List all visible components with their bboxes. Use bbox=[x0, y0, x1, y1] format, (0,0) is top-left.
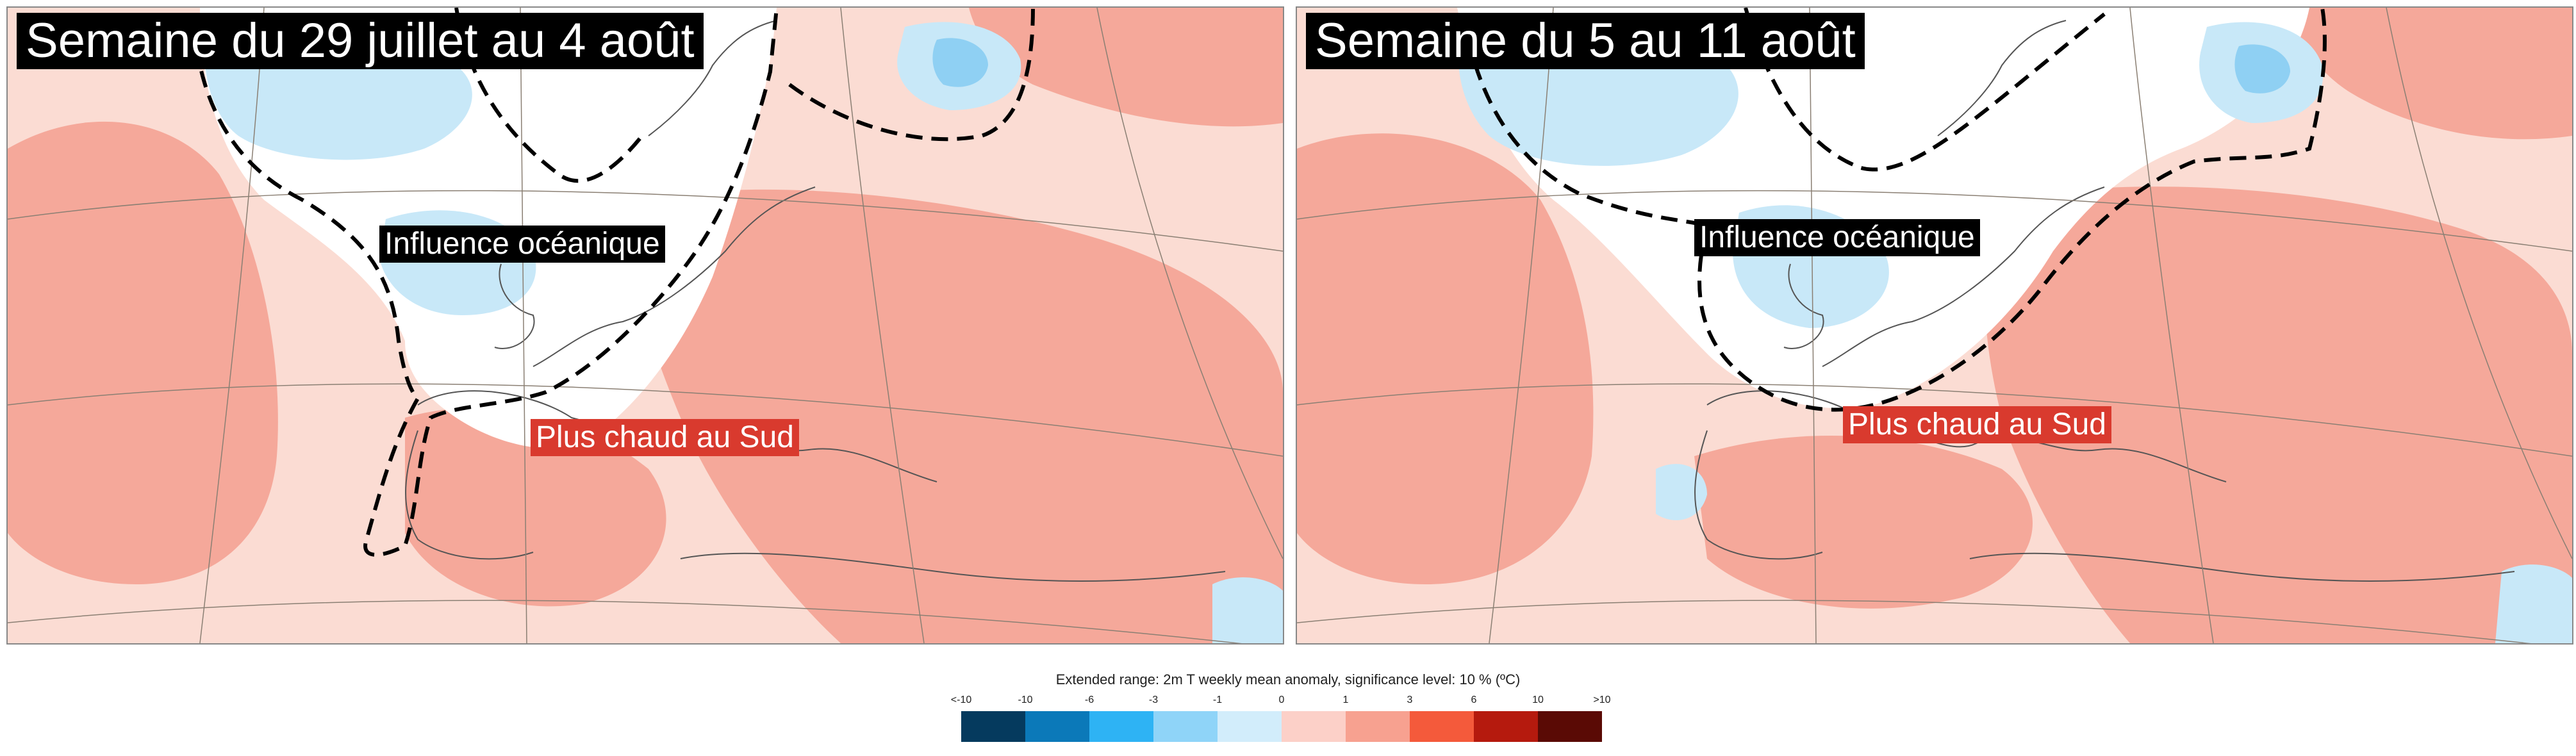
iberia-warm-area bbox=[1694, 435, 2033, 609]
legend-swatch bbox=[961, 711, 1025, 742]
legend-color-bar bbox=[961, 711, 1602, 742]
iberia-warm-area bbox=[405, 407, 666, 607]
anomaly-map-week-1 bbox=[8, 8, 1283, 643]
oceanic-influence-label: Influence océanique bbox=[379, 226, 665, 263]
map-panel-week-1: Semaine du 29 juillet au 4 août Influenc… bbox=[6, 6, 1284, 645]
graticule bbox=[8, 8, 1283, 643]
map-title: Semaine du 29 juillet au 4 août bbox=[17, 13, 704, 69]
color-legend: Extended range: 2m T weekly mean anomaly… bbox=[951, 671, 1621, 748]
southeast-cool-area bbox=[2495, 564, 2572, 643]
legend-tick-label: 10 bbox=[1532, 694, 1544, 705]
legend-swatch bbox=[1218, 711, 1282, 742]
anomaly-map-week-2 bbox=[1297, 8, 2572, 643]
legend-title: Extended range: 2m T weekly mean anomaly… bbox=[1055, 671, 1521, 687]
north-boundary-line bbox=[1744, 8, 2106, 172]
legend-swatch bbox=[1282, 711, 1346, 742]
atlantic-warm-area bbox=[1297, 133, 1594, 584]
legend-swatch bbox=[1025, 711, 1089, 742]
legend-tick-label: -1 bbox=[1212, 694, 1223, 705]
atlantic-warm-area bbox=[8, 121, 278, 584]
legend-swatch bbox=[1538, 711, 1602, 742]
legend-tick-label: <-10 bbox=[950, 694, 972, 705]
legend-swatch bbox=[1153, 711, 1218, 742]
legend-tick-label: 6 bbox=[1471, 694, 1477, 705]
legend-tick-label: -3 bbox=[1148, 694, 1159, 705]
legend-swatch bbox=[1474, 711, 1538, 742]
legend-swatch bbox=[1346, 711, 1410, 742]
graticule bbox=[1297, 8, 2572, 643]
northeast-warm-area bbox=[969, 8, 1283, 127]
map-panel-week-2: Semaine du 5 au 11 août Influence océani… bbox=[1296, 6, 2573, 645]
coastlines bbox=[1694, 20, 2515, 582]
legend-tick-label: 3 bbox=[1407, 694, 1413, 705]
scandinavia-cold-core bbox=[2234, 44, 2290, 94]
legend-tick-label: 0 bbox=[1278, 694, 1285, 705]
legend-swatch bbox=[1089, 711, 1153, 742]
iberia-cool-patch bbox=[1656, 464, 1707, 520]
legend-ticks: <-10 -10 -6 -3 -1 0 1 3 6 10 >10 bbox=[951, 694, 1621, 709]
scandinavia-cold-core bbox=[932, 38, 988, 87]
legend-tick-label: -6 bbox=[1084, 694, 1094, 705]
oceanic-influence-label: Influence océanique bbox=[1694, 219, 1980, 256]
central-east-warm-area bbox=[632, 189, 1283, 643]
oceanic-boundary-line bbox=[192, 8, 779, 557]
legend-swatch bbox=[1410, 711, 1474, 742]
legend-tick-label: -10 bbox=[1018, 694, 1033, 705]
scandinavia-boundary-line bbox=[788, 8, 1035, 142]
southeast-cool-area bbox=[1212, 577, 1283, 643]
warmer-south-label: Plus chaud au Sud bbox=[531, 419, 799, 456]
northeast-warm-area bbox=[2290, 8, 2572, 140]
legend-tick-label: 1 bbox=[1342, 694, 1349, 705]
map-title: Semaine du 5 au 11 août bbox=[1306, 13, 1865, 69]
central-east-warm-area bbox=[1985, 186, 2572, 643]
oceanic-boundary-line bbox=[1462, 8, 2327, 412]
warmer-south-label: Plus chaud au Sud bbox=[1843, 406, 2111, 443]
legend-tick-label: >10 bbox=[1593, 694, 1611, 705]
